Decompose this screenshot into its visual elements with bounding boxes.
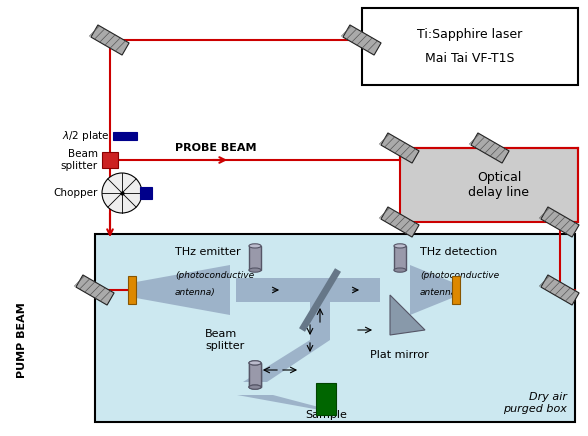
- Text: PROBE BEAM: PROBE BEAM: [175, 143, 256, 153]
- Text: (photoconductive: (photoconductive: [175, 272, 254, 280]
- Ellipse shape: [394, 244, 406, 248]
- Bar: [362, 8, 578, 85]
- Polygon shape: [390, 295, 425, 335]
- Polygon shape: [381, 133, 419, 163]
- Bar: [95, 234, 575, 422]
- Ellipse shape: [249, 361, 261, 365]
- Text: Optical
delay line: Optical delay line: [469, 171, 530, 199]
- Ellipse shape: [249, 361, 261, 365]
- Bar: [452, 276, 460, 304]
- Text: antenna): antenna): [175, 287, 216, 296]
- Polygon shape: [541, 275, 579, 305]
- Text: (photoconductive: (photoconductive: [420, 272, 499, 280]
- Text: Beam
splitter: Beam splitter: [61, 149, 98, 171]
- Bar: [128, 276, 136, 304]
- Circle shape: [102, 173, 142, 213]
- Ellipse shape: [249, 244, 261, 248]
- Polygon shape: [310, 278, 330, 340]
- Bar: [249, 246, 261, 270]
- Polygon shape: [541, 207, 579, 237]
- Polygon shape: [381, 207, 419, 237]
- Polygon shape: [471, 133, 509, 163]
- Text: THz detection: THz detection: [420, 247, 497, 257]
- Text: Beam
splitter: Beam splitter: [205, 329, 244, 351]
- Bar: [102, 152, 118, 168]
- Polygon shape: [330, 278, 380, 302]
- Bar: [394, 246, 406, 270]
- Polygon shape: [236, 278, 310, 302]
- Bar: [316, 383, 336, 415]
- Ellipse shape: [394, 268, 406, 272]
- Text: Dry air
purged box: Dry air purged box: [503, 392, 567, 414]
- Polygon shape: [76, 275, 114, 305]
- Polygon shape: [343, 25, 381, 55]
- Text: Ti:Sapphire laser: Ti:Sapphire laser: [417, 28, 523, 41]
- Ellipse shape: [249, 385, 261, 389]
- Polygon shape: [410, 265, 452, 315]
- Text: antenna): antenna): [420, 287, 461, 296]
- Polygon shape: [136, 265, 230, 315]
- Bar: [249, 363, 261, 387]
- Ellipse shape: [249, 268, 261, 272]
- Polygon shape: [237, 395, 330, 410]
- Bar: [140, 187, 152, 199]
- Bar: [400, 148, 578, 222]
- Bar: [113, 132, 137, 140]
- Text: PUMP BEAM: PUMP BEAM: [17, 302, 27, 378]
- Text: Sample: Sample: [305, 410, 347, 420]
- Bar: [249, 363, 261, 387]
- Text: $\lambda$/2 plate: $\lambda$/2 plate: [62, 129, 109, 143]
- Text: Mai Tai VF-T1S: Mai Tai VF-T1S: [425, 51, 514, 65]
- Text: Plat mirror: Plat mirror: [370, 350, 429, 360]
- Polygon shape: [91, 25, 129, 55]
- Polygon shape: [243, 340, 330, 382]
- Text: Chopper: Chopper: [54, 188, 98, 198]
- Text: THz emitter: THz emitter: [175, 247, 240, 257]
- Ellipse shape: [249, 385, 261, 389]
